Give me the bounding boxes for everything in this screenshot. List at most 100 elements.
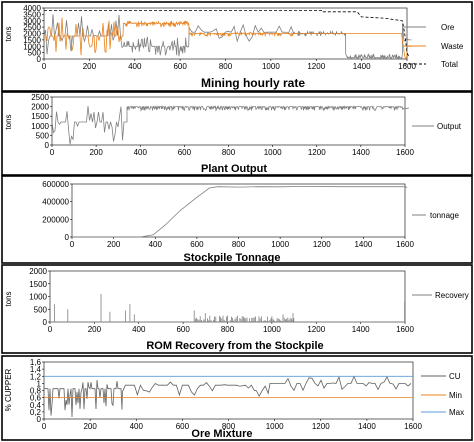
legend: Ore Waste Total [404,23,464,69]
x-tick-label: 600 [178,148,192,157]
y-tick-label: 2500 [23,23,41,32]
x-tick-label: 200 [89,148,103,157]
x-tick-label: 0 [70,240,75,249]
y-tick-label: 1,2 [30,372,42,381]
legend-label-cu: CU [449,372,461,381]
legend: Recovery [412,291,469,300]
y-tick-label: 1500 [29,280,47,289]
x-tick-label: 0 [42,62,47,71]
y-tick-label: 0,2 [30,408,42,417]
y-tick-label: 2000 [29,267,47,276]
y-axis-label: tons [4,291,13,306]
legend-label-recovery: Recovery [435,291,469,300]
panel-frame [1,91,473,176]
x-tick-label: 1400 [354,240,372,249]
x-tick-label: 1600 [396,240,414,249]
panel-rom-recovery: 0 500 1000 1500 2000 0 200 400 600 800 1000 1200 140… [1,264,473,354]
x-tick-label: 1000 [263,325,281,334]
legend-label-waste: Waste [441,42,464,51]
panel-ore-mixture: 00,20,40,60,811,21,41,6 0 200 400 600 800 1000… [1,355,473,441]
y-axis-label: tons [4,26,13,41]
series-cu-line [44,375,412,418]
y-tick-label: 1,6 [30,358,42,367]
y-tick-label: 1000 [29,293,47,302]
y-axis-label: tons [4,114,13,129]
x-tick-label: 400 [128,62,142,71]
y-tick-label: 0,8 [30,387,42,396]
x-tick-label: 1400 [353,62,371,71]
x-tick-label: 1400 [352,325,370,334]
x-tick-label: 1600 [396,325,414,334]
y-tick-label: 2500 [31,93,49,102]
x-tick-label: 800 [222,422,236,431]
y-tick-label: 2000 [31,103,49,112]
x-tick-label: 200 [88,325,102,334]
plot-area: 00,20,40,60,811,21,41,6 0 200 400 600 800 1000… [30,358,423,431]
x-tick-label: 200 [83,62,97,71]
y-tick-label: 0,6 [30,394,42,403]
x-tick-label: 0 [50,148,55,157]
legend: Output [412,122,462,131]
x-tick-label: 600 [190,240,204,249]
x-tick-label: 800 [222,148,236,157]
series-output-line [51,105,410,145]
x-tick-label: 1600 [398,62,416,71]
panel-frame [1,264,473,354]
y-tick-label: 500 [34,305,48,314]
chart-title: Ore Mixture [191,428,252,440]
plot-area: 0 200000 400000 600000 0 200 400 600 800 1000 1200… [42,180,414,249]
x-tick-label: 600 [176,325,190,334]
legend: tonnage [412,211,459,220]
legend: CU Min Max [421,372,464,417]
x-tick-label: 400 [149,240,163,249]
y-tick-label: 1 [37,379,42,388]
series-waste-line [44,17,412,60]
y-tick-label: 1000 [31,122,49,131]
chart-title: Plant Output [201,163,267,175]
y-tick-label: 3500 [23,10,41,19]
x-tick-label: 1200 [308,148,326,157]
chart-title: Mining hourly rate [201,76,305,90]
series-tonnage-line [72,186,408,238]
x-tick-label: 400 [132,325,146,334]
y-tick-label: 1000 [23,42,41,51]
x-tick-label: 1600 [396,148,414,157]
x-tick-label: 600 [173,62,187,71]
y-tick-label: 400000 [42,198,69,207]
x-tick-label: 1000 [264,148,282,157]
x-tick-label: 1200 [312,422,330,431]
y-tick-label: 1500 [23,36,41,45]
legend-label-total: Total [441,60,458,69]
y-tick-label: 0 [37,415,42,424]
y-tick-label: 0 [45,141,50,150]
x-tick-label: 600 [176,422,190,431]
x-tick-label: 0 [48,325,53,334]
x-tick-label: 800 [221,325,235,334]
y-tick-label: 2000 [23,30,41,39]
x-tick-label: 1000 [262,62,280,71]
y-tick-label: 500 [28,49,42,58]
chart-title: ROM Recovery from the Stockpile [146,340,323,352]
x-tick-label: 1600 [404,422,422,431]
x-tick-label: 1200 [307,62,325,71]
y-tick-label: 200000 [42,215,69,224]
y-tick-label: 600000 [42,180,69,189]
chart-title: Stockpile Tonnage [184,252,281,264]
x-tick-label: 1000 [271,240,289,249]
y-tick-label: 0 [43,318,48,327]
y-tick-label: 3000 [23,17,41,26]
y-tick-label: 500 [36,131,50,140]
y-tick-label: 0,4 [30,401,42,410]
x-tick-label: 400 [130,422,144,431]
panel-stockpile-tonnage: 0 200000 400000 600000 0 200 400 600 800 1000 1200… [1,175,473,264]
y-tick-label: 1,4 [30,365,42,374]
x-tick-label: 200 [107,240,121,249]
x-tick-label: 0 [42,422,47,431]
legend-label-tonnage: tonnage [430,211,459,220]
x-tick-label: 1200 [313,240,331,249]
legend-label-output: Output [437,122,462,131]
